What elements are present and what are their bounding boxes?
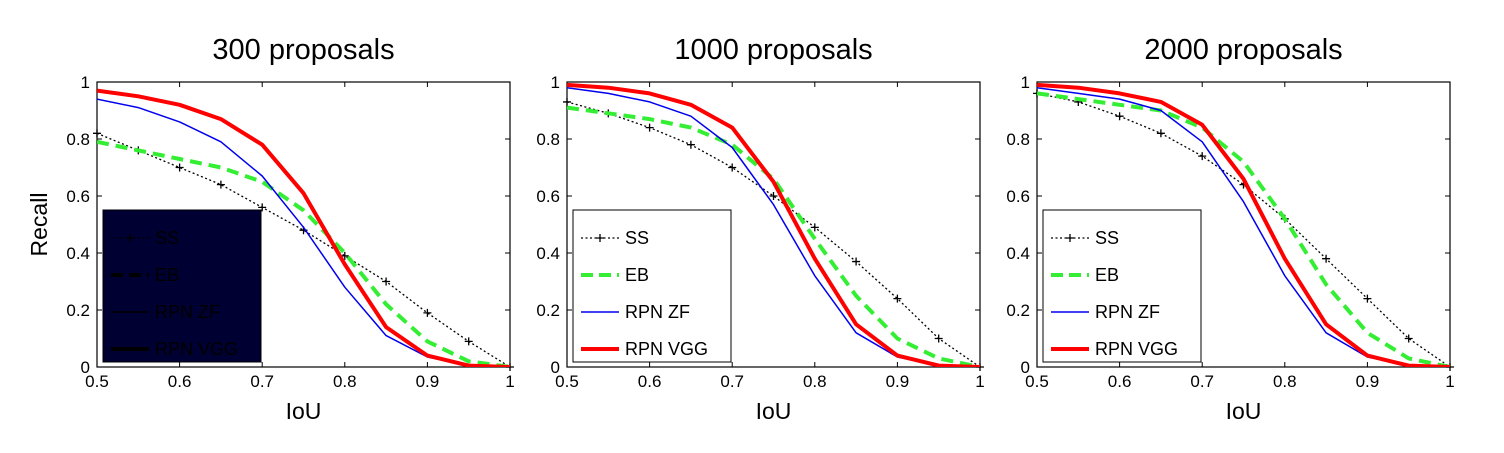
legend-label-ss: SS <box>155 228 179 248</box>
data-point-ss <box>423 308 432 317</box>
y-tick-label: 0 <box>81 358 90 377</box>
legend-label-rpn-vgg: RPN VGG <box>155 339 238 359</box>
y-tick-label: 1 <box>81 73 90 92</box>
x-tick-label: 0.6 <box>638 372 662 391</box>
y-tick-label: 0.8 <box>1006 130 1030 149</box>
chart-title: 300 proposals <box>212 34 394 66</box>
series-line-rpn-vgg <box>97 88 510 367</box>
y-tick-label: 0.6 <box>1006 187 1030 206</box>
chart-panel-3: 2000 proposals 0.5 0.6 0.7 0.8 0.9 1 0 0.2 0.4 0.6… <box>1006 34 1454 424</box>
data-point-ss <box>93 129 101 138</box>
y-tick-label: 0.8 <box>536 130 560 149</box>
x-tick-label: 0.6 <box>1108 372 1132 391</box>
y-tick-label: 0.4 <box>66 244 90 263</box>
legend-label-ss: SS <box>1095 228 1119 248</box>
x-tick-label: 0.7 <box>720 372 744 391</box>
x-tick-label: 0.5 <box>85 372 109 391</box>
legend-label-rpn-zf: RPN ZF <box>155 302 220 322</box>
data-point-ss <box>1156 129 1165 138</box>
data-point-ss <box>1322 254 1331 263</box>
data-point-ss <box>464 337 473 346</box>
data-point-ss <box>934 334 943 343</box>
legend-marker <box>126 234 134 242</box>
plot-area-frame <box>1036 81 1451 368</box>
legend-label-rpn-zf: RPN ZF <box>625 302 690 322</box>
data-point-ss <box>216 180 225 189</box>
x-tick-label: 0.9 <box>416 372 440 391</box>
y-tick-label: 0.4 <box>536 244 560 263</box>
data-point-ss <box>769 192 778 200</box>
x-tick-label: 0.9 <box>1356 372 1380 391</box>
data-point-ss <box>563 97 571 106</box>
data-point-ss <box>728 163 737 172</box>
chart-title: 1000 proposals <box>674 34 872 66</box>
data-point-ss <box>686 140 695 149</box>
y-tick-label: 0 <box>551 358 560 377</box>
x-tick-label: 0.7 <box>1190 372 1214 391</box>
chart-panel-1: 300 proposals 0.5 0.6 0.7 0.8 0.9 1 0 0.2 0.4 0.6 0… <box>26 34 515 424</box>
legend-label-ss: SS <box>625 228 649 248</box>
y-tick-label: 1 <box>1021 73 1030 92</box>
series-line-rpn-vgg <box>1037 82 1450 367</box>
x-tick-label: 0.5 <box>555 372 579 391</box>
x-tick-label: 1 <box>1445 372 1454 391</box>
series-line-eb <box>97 139 510 367</box>
series-line-ss <box>1037 92 1450 367</box>
legend-label-eb: EB <box>1095 265 1119 285</box>
data-point-ss <box>1363 294 1372 303</box>
legend-label-rpn-vgg: RPN VGG <box>1095 339 1178 359</box>
y-tick-label: 0.2 <box>1006 301 1030 320</box>
x-tick-label: 0.8 <box>333 372 357 391</box>
legend-box <box>102 209 262 363</box>
data-point-ss <box>810 223 819 232</box>
x-axis-label: IoU <box>756 398 792 424</box>
y-tick-label: 0.2 <box>536 301 560 320</box>
data-point-ss <box>1115 112 1124 121</box>
legend-box <box>1042 209 1202 363</box>
data-point-ss <box>852 257 861 266</box>
x-tick-label: 0.8 <box>803 372 827 391</box>
series-line-eb <box>567 105 980 367</box>
y-tick-label: 0 <box>1021 358 1030 377</box>
data-point-ss <box>893 294 902 303</box>
legend-marker <box>1066 234 1074 242</box>
legend-marker <box>596 234 604 242</box>
data-point-ss <box>645 123 654 132</box>
chart-panel-2: 1000 proposals 0.5 0.6 0.7 0.8 0.9 1 0 0.2 0.4 0.6… <box>536 34 984 424</box>
series-line-rpn-vgg <box>567 82 980 367</box>
y-tick-label: 0.4 <box>1006 244 1030 263</box>
y-tick-label: 0.6 <box>536 187 560 206</box>
data-point-ss <box>1404 334 1413 343</box>
plot-area-frame <box>96 81 511 368</box>
legend-label-rpn-vgg: RPN VGG <box>625 339 708 359</box>
x-tick-label: 0.8 <box>1273 372 1297 391</box>
x-axis-label: IoU <box>1226 398 1262 424</box>
data-point-ss <box>382 277 391 286</box>
x-tick-label: 0.5 <box>1025 372 1049 391</box>
x-tick-label: 1 <box>975 372 984 391</box>
y-tick-label: 1 <box>551 73 560 92</box>
chart-title: 2000 proposals <box>1144 34 1342 66</box>
data-point-ss <box>175 163 184 172</box>
legend-label-eb: EB <box>625 265 649 285</box>
y-axis-label: Recall <box>26 193 52 257</box>
data-point-ss <box>1198 152 1207 161</box>
plot-area-frame <box>566 81 981 368</box>
y-tick-label: 0.2 <box>66 301 90 320</box>
legend-box <box>572 209 732 363</box>
x-axis-label: IoU <box>286 398 322 424</box>
x-tick-label: 0.7 <box>250 372 274 391</box>
x-tick-label: 0.9 <box>886 372 910 391</box>
x-tick-label: 1 <box>505 372 514 391</box>
legend-label-rpn-zf: RPN ZF <box>1095 302 1160 322</box>
y-tick-label: 0.8 <box>66 130 90 149</box>
x-tick-label: 0.6 <box>168 372 192 391</box>
data-point-ss <box>258 203 267 212</box>
y-tick-label: 0.6 <box>66 187 90 206</box>
legend-label-eb: EB <box>155 265 179 285</box>
